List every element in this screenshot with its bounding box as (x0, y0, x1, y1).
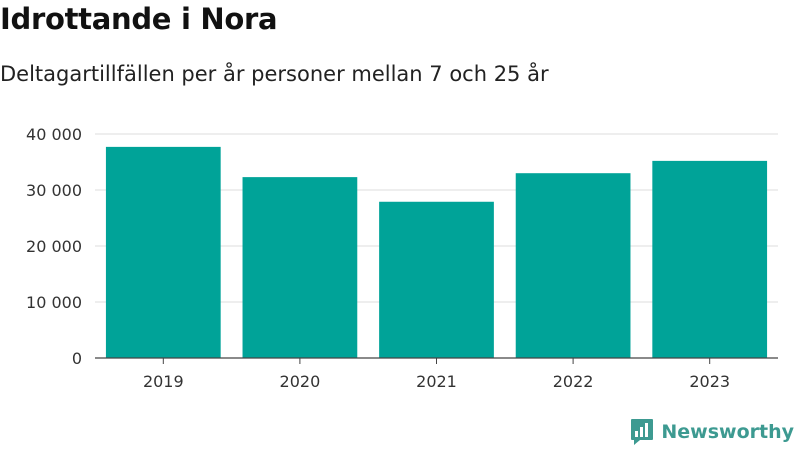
chart-title: Idrottande i Nora (0, 2, 278, 36)
y-tick-label: 20 000 (26, 237, 82, 256)
newsworthy-logo-icon (631, 419, 654, 445)
bar (242, 177, 358, 358)
x-tick-label: 2020 (280, 372, 321, 391)
y-tick-label: 10 000 (26, 293, 82, 312)
newsworthy-logo: Newsworthy (630, 418, 794, 446)
x-tick-label: 2019 (143, 372, 184, 391)
chart-subtitle: Deltagartillfällen per år personer mella… (0, 62, 549, 86)
logo-text: Newsworthy (661, 421, 794, 443)
y-tick-label: 30 000 (26, 181, 82, 200)
bar (515, 173, 631, 358)
bar (105, 146, 221, 358)
x-axis-ticks: 2019 2020 2021 2022 2023 (143, 358, 730, 391)
x-tick-label: 2022 (553, 372, 594, 391)
bars (105, 146, 768, 358)
x-tick-label: 2021 (416, 372, 457, 391)
y-tick-label: 0 (72, 349, 82, 368)
x-tick-label: 2023 (689, 372, 730, 391)
y-axis-ticks: 0 10 000 20 000 30 000 40 000 (26, 125, 82, 368)
bar (379, 201, 494, 358)
y-tick-label: 40 000 (26, 125, 82, 144)
bar (652, 160, 768, 358)
